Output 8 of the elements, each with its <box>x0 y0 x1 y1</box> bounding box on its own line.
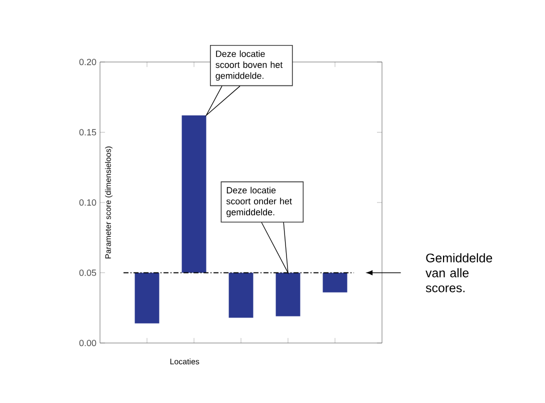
y-tick-label: 0.05 <box>79 270 96 276</box>
annotation: Deze locatie scoort boven het gemiddelde. <box>216 50 283 81</box>
y-tick-label: 0.15 <box>79 129 96 136</box>
y-tick-label: 0.10 <box>79 199 96 206</box>
y-tick-label: 0.00 <box>79 340 96 346</box>
ref-line-label: Gemiddelde van alle scores. <box>426 253 492 292</box>
annotation: Deze locatie scoort onder het gemiddelde. <box>226 186 292 218</box>
y-tick-label: 0.20 <box>79 58 96 66</box>
